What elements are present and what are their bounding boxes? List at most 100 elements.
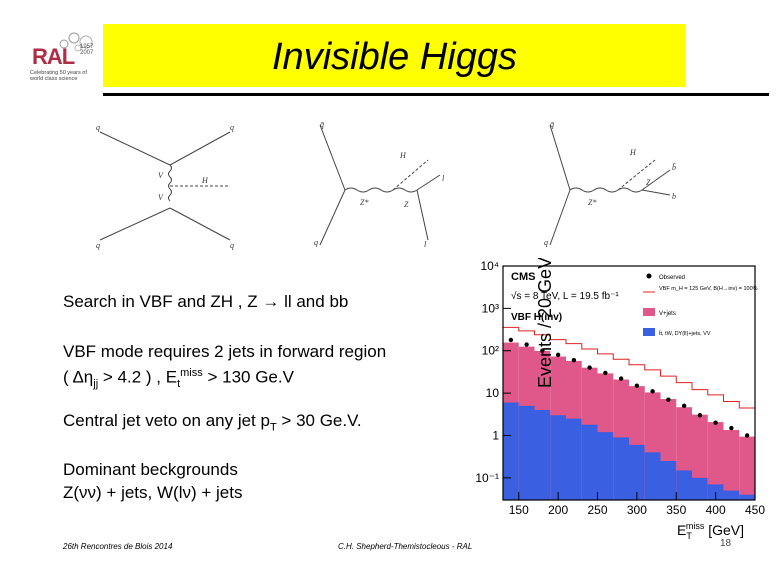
d3-label-q: q — [544, 238, 548, 247]
bar-other-bkg — [644, 452, 661, 500]
observed-point — [540, 348, 545, 353]
d2-label-q: q — [314, 238, 318, 247]
observed-point — [666, 397, 671, 402]
d2-label-l2: l — [424, 240, 427, 249]
observed-point — [508, 337, 514, 343]
x-tick-label: 400 — [706, 503, 726, 517]
d1-label-q-out-top: q — [230, 123, 234, 132]
vbf-jj-sub: jj — [93, 378, 99, 391]
vbf-miss-sup: miss — [180, 367, 203, 379]
jet-veto-post: > 30 Ge.V. — [276, 411, 362, 430]
plot-observed-points — [508, 337, 750, 438]
logo-years: 1957 2007 — [80, 44, 93, 56]
bar-vjets — [723, 429, 740, 500]
observed-point — [634, 383, 640, 388]
bar-vjets — [739, 436, 755, 500]
cms-met-plot: 10⁻¹ 1 10 10² 10³ 10⁴ 150 200 250 300 350 400 450 E… — [453, 258, 765, 548]
y-tick-label: 1 — [492, 428, 499, 442]
feynman-diagram-zh-bb: q̄ q Z* H Z b̄ b — [544, 120, 676, 247]
bullet-vbf-line1: VBF mode requires 2 jets in forward regi… — [63, 342, 387, 361]
d2-label-z: Z — [404, 200, 409, 209]
bullet-vbf-line2: ( Δηjj > 4.2 ) , Etmiss > 130 Ge.V — [63, 363, 294, 395]
jet-veto-text: Central jet veto on any jet p — [63, 411, 270, 430]
legend-signal-label: VBF m_H = 125 GeV, B(H→inv) = 100% — [659, 286, 758, 292]
logo-ral-text: RAL — [32, 44, 75, 69]
bar-other-bkg — [629, 444, 645, 500]
bar-other-bkg — [692, 477, 708, 500]
observed-point — [713, 420, 718, 425]
legend-vjets-label: V+jets — [659, 311, 676, 317]
x-tick-label: 250 — [587, 503, 607, 517]
observed-point — [571, 357, 577, 363]
observed-point — [729, 425, 734, 431]
plot-signal-line — [503, 326, 755, 409]
bullet-search: Search in VBF and ZH , Z → ll and bb — [63, 292, 349, 311]
logo-year-start: 1957 — [80, 44, 94, 50]
legend-other-marker — [643, 328, 655, 336]
x-tick-label: 200 — [548, 503, 568, 517]
bar-other-bkg — [597, 432, 614, 500]
legend-other-label: t̄t, tW, DY(ll)+jets, VV — [659, 330, 711, 337]
bar-other-bkg — [739, 494, 755, 500]
legend-observed-label: Observed — [659, 275, 685, 281]
y-tick-label: 10⁻¹ — [475, 471, 499, 485]
d1-label-v-bottom: V — [158, 193, 164, 202]
d3-label-zstar: Z* — [588, 198, 596, 207]
footer-conference: 26th Rencontres de Blois 2014 — [63, 542, 173, 551]
x-tick-label: 150 — [509, 503, 529, 517]
x-tick-label: 300 — [627, 503, 647, 517]
vbf-eta-text: ( Δη — [63, 367, 94, 387]
observed-point — [681, 403, 687, 409]
slide-title: Invisible Higgs — [272, 36, 517, 78]
d2-label-qbar: q̄ — [320, 120, 324, 129]
observed-point — [587, 365, 592, 370]
plot-x-ticks: 150 200 250 300 350 400 450 — [509, 492, 765, 517]
observed-point — [650, 389, 655, 394]
bar-vjets — [707, 422, 724, 500]
plot-bars — [503, 342, 755, 500]
d3-label-b: b — [672, 192, 676, 201]
observed-point — [744, 433, 750, 438]
bullet-backgrounds-line1: Dominant beckgrounds — [63, 460, 238, 479]
bar-other-bkg — [676, 470, 692, 500]
jet-veto-t-sub: T — [269, 421, 277, 434]
legend-vjets-marker — [643, 308, 655, 316]
bullet-backgrounds-line2: Z(νν) + jets, W(lν) + jets — [63, 483, 243, 502]
logo-tagline: Celebrating 50 years of world class scie… — [30, 70, 87, 82]
vbf-t-sub: t — [177, 378, 181, 391]
y-tick-label: 10³ — [482, 301, 499, 315]
bar-other-bkg — [503, 402, 519, 500]
y-tick-label: 10² — [482, 344, 499, 358]
footer-author: C.H. Shepherd-Themistocleous - RAL — [338, 542, 473, 551]
d1-label-q-in-top: q — [96, 123, 100, 132]
feynman-diagram-zh-ll: q̄ q Z* H Z l l — [314, 120, 445, 249]
d3-label-z: Z — [646, 178, 651, 187]
feynman-diagram-vbf: q q V V H q q — [96, 123, 234, 250]
d2-label-h: H — [399, 151, 407, 160]
bar-other-bkg — [723, 490, 740, 500]
legend-observed-marker — [646, 273, 652, 279]
vbf-mid-text: > 4.2 ) , E — [98, 367, 178, 387]
bar-other-bkg — [613, 437, 629, 500]
y-tick-label: 10 — [486, 386, 500, 400]
title-underline — [103, 93, 769, 96]
logo-dots-graphic — [59, 32, 93, 52]
d1-label-h: H — [201, 176, 209, 185]
d2-label-zstar: Z* — [360, 198, 368, 207]
vbf-post-text: > 130 Ge.V — [202, 367, 294, 387]
bar-other-bkg — [534, 409, 551, 500]
observed-point — [555, 352, 561, 358]
plot-ylabel: Events / 20 GeV — [535, 258, 555, 388]
plot-frame — [502, 265, 756, 501]
ral-logo: RAL 1957 2007 Celebrating 50 years of wo… — [28, 30, 100, 88]
page-number: 18 — [720, 538, 732, 549]
d3-label-bbar: b̄ — [672, 163, 676, 172]
plot-channel: VBF H(inv) — [511, 312, 562, 323]
plot-title-cms: CMS — [511, 271, 535, 283]
d2-label-l1: l — [442, 174, 445, 183]
bullet-jet-veto: Central jet veto on any jet pT > 30 Ge.V… — [63, 410, 362, 438]
observed-point — [618, 376, 624, 381]
title-bar: Invisible Higgs — [103, 24, 686, 87]
plot-subtitle: √s = 8 TeV, L = 19.5 fb⁻¹ — [511, 290, 619, 302]
x-tick-label: 350 — [666, 503, 686, 517]
